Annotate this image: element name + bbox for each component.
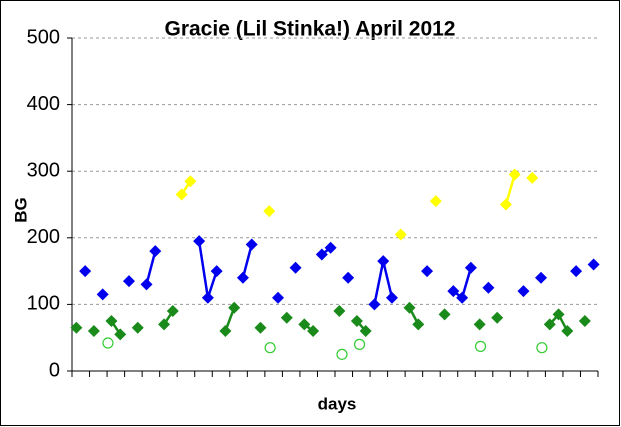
open-point xyxy=(474,340,487,352)
open-point xyxy=(264,342,276,354)
data-point xyxy=(464,261,477,274)
data-point xyxy=(254,321,267,334)
data-point xyxy=(298,318,311,331)
data-point xyxy=(87,325,100,338)
data-point xyxy=(79,265,92,278)
data-point xyxy=(499,198,512,211)
data-point xyxy=(385,291,398,304)
y-axis-label: BG xyxy=(11,197,30,223)
data-point xyxy=(543,318,556,331)
data-point xyxy=(482,281,495,294)
data-point xyxy=(587,258,600,271)
data-point xyxy=(280,311,293,324)
data-point xyxy=(456,291,469,304)
open-point xyxy=(353,338,366,350)
data-point xyxy=(526,171,539,184)
data-point xyxy=(333,305,346,318)
data-point xyxy=(228,301,241,314)
data-point xyxy=(429,195,442,208)
data-point xyxy=(70,321,83,334)
data-point xyxy=(201,291,214,304)
series-line xyxy=(241,244,253,279)
open-point xyxy=(336,348,348,360)
data-point xyxy=(412,318,425,331)
data-point xyxy=(245,238,258,251)
y-tick-label: 500 xyxy=(27,26,60,48)
y-tick-label: 300 xyxy=(27,159,60,181)
data-point xyxy=(491,311,504,324)
data-point xyxy=(359,325,372,338)
data-point xyxy=(315,248,328,261)
data-point xyxy=(175,188,188,201)
data-point xyxy=(105,315,118,328)
y-tick-label: 0 xyxy=(49,359,60,381)
data-point xyxy=(350,315,363,328)
data-point xyxy=(114,328,127,341)
data-point xyxy=(289,261,302,274)
data-point xyxy=(219,325,232,338)
data-point xyxy=(193,235,206,248)
data-point xyxy=(122,275,135,288)
data-point xyxy=(535,271,548,284)
series-line xyxy=(145,250,157,285)
data-point xyxy=(438,308,451,321)
data-point xyxy=(140,278,153,291)
data-point xyxy=(570,265,583,278)
open-point xyxy=(536,342,548,354)
data-point xyxy=(158,318,171,331)
y-tick-label: 200 xyxy=(27,226,60,248)
data-point xyxy=(342,271,355,284)
data-point xyxy=(508,168,521,181)
data-point xyxy=(394,228,407,241)
data-point xyxy=(552,308,565,321)
x-axis-label: days xyxy=(318,394,357,413)
chart-title: Gracie (Lil Stinka!) April 2012 xyxy=(165,18,456,41)
data-point xyxy=(473,318,486,331)
series-line xyxy=(504,174,516,205)
data-point xyxy=(561,325,574,338)
data-point xyxy=(368,298,381,311)
data-point xyxy=(210,265,223,278)
data-point xyxy=(131,321,144,334)
data-point xyxy=(421,265,434,278)
data-point xyxy=(272,291,285,304)
data-point xyxy=(236,271,249,284)
data-point xyxy=(184,175,197,188)
data-point xyxy=(307,325,320,338)
open-point xyxy=(102,337,114,349)
data-point xyxy=(517,285,530,298)
data-point xyxy=(447,285,460,298)
data-point xyxy=(96,288,109,301)
data-point xyxy=(578,315,591,328)
data-point xyxy=(166,305,179,318)
data-point xyxy=(324,241,337,254)
y-tick-label: 100 xyxy=(27,293,60,315)
data-point xyxy=(377,255,390,268)
y-tick-label: 400 xyxy=(27,93,60,115)
data-point xyxy=(149,245,162,258)
data-point xyxy=(263,205,276,218)
data-point xyxy=(403,301,416,314)
